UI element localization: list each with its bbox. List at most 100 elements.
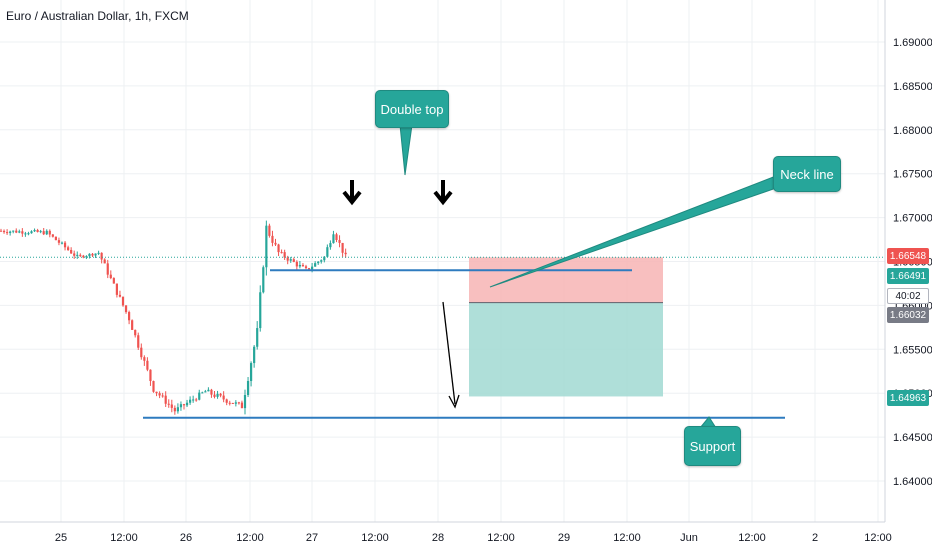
candle-body [240,402,244,409]
candle-body [27,233,30,235]
candle-body [15,230,18,233]
candle-body [33,229,36,232]
candle-body [54,236,57,241]
candle-body [48,230,51,235]
candle-body [30,231,33,234]
candle-body [192,399,195,401]
candle-body [256,328,259,347]
candle-body [146,360,149,370]
projection-arrow-head [448,394,460,409]
candle-body [94,253,97,256]
top-marker-arrow-head [342,190,362,206]
candle-body [277,244,280,253]
candle-body [149,369,152,382]
candle-body [228,402,231,404]
candle-body [63,242,67,248]
candle-body [185,402,189,406]
candle-body [161,395,164,397]
time-tick-label: 12:00 [864,532,892,544]
neckline-price-tag: 1.66491 [887,268,929,284]
candle-body [88,253,91,257]
candle-body [213,394,216,397]
candle-body [115,283,118,295]
candle-body [128,312,131,321]
time-tick-label: Jun [680,532,698,544]
candle-body [2,230,6,233]
candle-body [170,404,173,408]
candle-body [70,249,73,254]
candle-body [103,259,106,264]
candle-body [9,231,12,233]
candle-body [36,229,39,232]
candle-body [45,230,48,235]
candle-body [225,399,228,403]
candle-body [262,267,265,293]
candle-body [307,268,311,270]
candle-body [317,261,320,264]
position-zones [469,257,663,397]
candle-body [259,292,262,329]
candle-body [204,391,207,393]
candle-body [67,247,70,250]
price-tick-label: 1.68000 [893,125,932,137]
candle-body [6,232,9,234]
candle-body [280,252,283,254]
candle-body [39,231,42,233]
candle-body [222,395,225,400]
candle-body [79,254,82,256]
candle-body [283,252,286,258]
candle-body [253,346,256,364]
price-tick-label: 1.67000 [893,213,932,225]
candle-body [131,320,134,330]
candle-body [158,393,161,396]
candle-body [134,329,137,336]
candle-body [298,264,301,267]
price-tick-label: 1.65500 [893,344,932,356]
candle-body [167,403,170,405]
candle-body [173,407,176,412]
candle-body [0,230,3,232]
time-tick-label: 27 [306,532,318,544]
candle-body [301,264,305,267]
grid-layer [0,0,885,522]
candle-body [73,253,76,256]
candle-body [265,225,268,268]
take-profit-zone [469,302,663,397]
candle-body [274,242,277,245]
neck-line-callout[interactable]: Neck line [773,156,841,192]
price-tick-label: 1.69000 [893,37,932,49]
candle-body [121,296,125,306]
price-tick-label: 1.68500 [893,81,932,93]
candle-body [219,393,222,396]
time-tick-label: 12:00 [236,532,264,544]
candle-body [118,294,122,297]
candle-body [60,242,64,244]
candle-body [143,357,146,361]
candle-body [341,242,344,253]
current-price-tag: 1.66548 [887,248,929,264]
candle-body [268,225,271,236]
candle-body [198,392,201,400]
candle-body [314,263,317,267]
candle-body [164,395,167,404]
candle-body [21,231,24,234]
candle-body [12,230,15,232]
time-tick-label: 12:00 [110,532,138,544]
candle-body [51,234,54,237]
candle-body [271,235,274,243]
candle-body [85,256,88,258]
candle-body [216,393,219,397]
candle-body [195,399,198,401]
candle-body [91,253,94,256]
candle-body [109,274,112,279]
candle-body [210,389,213,395]
candle-body [207,389,210,392]
support-callout[interactable]: Support [684,426,741,466]
candle-body [335,234,338,241]
candle-body [320,260,323,262]
candle-body [182,404,186,406]
time-tick-label: 12:00 [613,532,641,544]
double-top-callout[interactable]: Double top [375,90,449,128]
